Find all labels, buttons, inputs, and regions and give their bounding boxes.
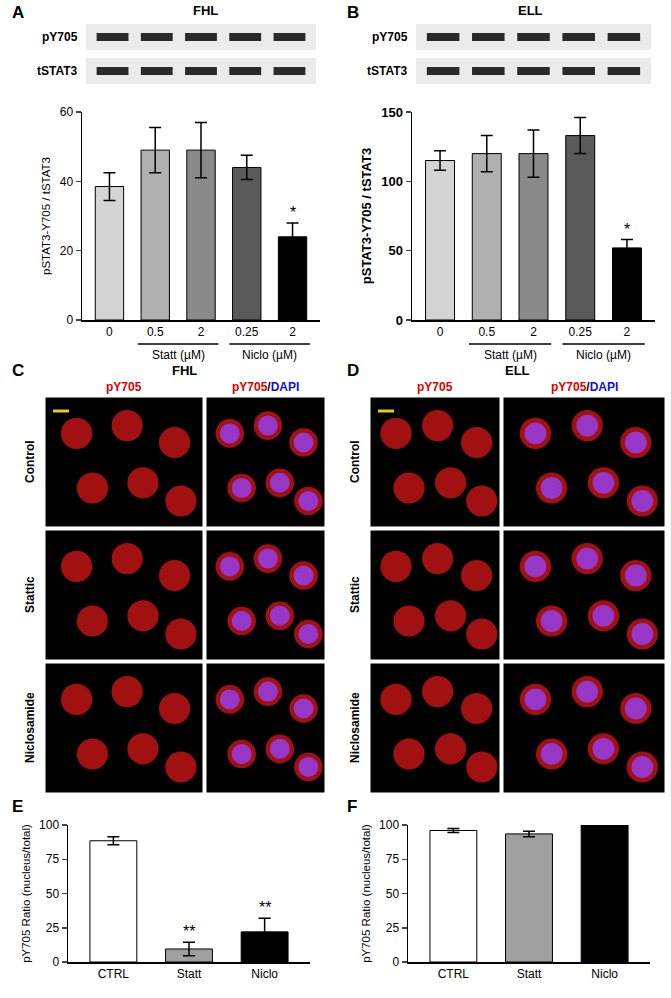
svg-text:Stattic: Stattic — [23, 576, 37, 613]
svg-text:2: 2 — [530, 325, 537, 339]
svg-text:CTRL: CTRL — [438, 967, 470, 981]
svg-text:Niclo (µM): Niclo (µM) — [576, 348, 631, 362]
svg-text:Statt (µM): Statt (µM) — [484, 348, 537, 362]
svg-text:ELL: ELL — [505, 363, 530, 378]
svg-text:40: 40 — [60, 175, 74, 189]
svg-text:*: * — [290, 204, 296, 221]
svg-text:pY705: pY705 — [372, 30, 408, 44]
svg-text:pY705 Ratio (nucleus/total): pY705 Ratio (nucleus/total) — [360, 824, 372, 963]
svg-text:50: 50 — [388, 243, 402, 258]
svg-text:0: 0 — [106, 325, 113, 339]
svg-text:FHL: FHL — [172, 363, 197, 378]
svg-text:0.25: 0.25 — [235, 325, 259, 339]
svg-text:Statt: Statt — [517, 967, 542, 981]
svg-text:0.5: 0.5 — [147, 325, 164, 339]
svg-text:50: 50 — [46, 887, 60, 901]
svg-text:100: 100 — [39, 818, 59, 832]
svg-text:20: 20 — [60, 244, 74, 258]
svg-text:B: B — [347, 3, 359, 22]
svg-text:Statt (µM): Statt (µM) — [152, 348, 205, 362]
svg-text:pY705: pY705 — [417, 380, 453, 394]
svg-text:A: A — [12, 3, 24, 22]
svg-text:FHL: FHL — [193, 3, 218, 18]
svg-text:0: 0 — [52, 955, 59, 969]
svg-text:100: 100 — [381, 174, 403, 189]
svg-text:2: 2 — [198, 325, 205, 339]
svg-text:C: C — [12, 361, 24, 380]
svg-text:Statt: Statt — [177, 967, 202, 981]
svg-text:100: 100 — [379, 818, 399, 832]
svg-text:25: 25 — [386, 921, 400, 935]
svg-text:*: * — [624, 221, 630, 238]
svg-text:**: ** — [183, 923, 195, 940]
svg-text:E: E — [12, 797, 23, 816]
svg-text:pSTAT3-Y705 / tSTAT3: pSTAT3-Y705 / tSTAT3 — [40, 157, 52, 275]
svg-text:Stattic: Stattic — [348, 576, 362, 613]
svg-text:Niclosamide: Niclosamide — [23, 692, 37, 763]
svg-text:75: 75 — [386, 852, 400, 866]
svg-text:0: 0 — [392, 955, 399, 969]
svg-text:Niclo: Niclo — [251, 967, 278, 981]
svg-text:0: 0 — [437, 325, 444, 339]
svg-text:0: 0 — [66, 313, 73, 327]
svg-text:25: 25 — [46, 921, 60, 935]
svg-text:2: 2 — [289, 325, 296, 339]
svg-text:D: D — [347, 361, 359, 380]
svg-text:Niclo: Niclo — [591, 967, 618, 981]
svg-text:pY705/DAPI: pY705/DAPI — [232, 380, 299, 394]
svg-text:0.5: 0.5 — [478, 325, 495, 339]
svg-text:pSTAT3-Y705 / tSTAT3: pSTAT3-Y705 / tSTAT3 — [359, 148, 374, 284]
svg-text:75: 75 — [46, 852, 60, 866]
svg-text:0: 0 — [396, 313, 403, 328]
svg-text:60: 60 — [60, 105, 74, 119]
svg-text:0.25: 0.25 — [569, 325, 593, 339]
svg-text:pY705: pY705 — [42, 30, 78, 44]
svg-text:pY705 Ratio (nucleus/total): pY705 Ratio (nucleus/total) — [20, 824, 32, 963]
svg-text:Control: Control — [23, 440, 37, 483]
svg-text:2: 2 — [624, 325, 631, 339]
svg-text:CTRL: CTRL — [98, 967, 130, 981]
svg-text:F: F — [347, 797, 357, 816]
svg-text:Niclosamide: Niclosamide — [348, 692, 362, 763]
svg-text:Niclo (µM): Niclo (µM) — [242, 348, 297, 362]
svg-text:tSTAT3: tSTAT3 — [37, 64, 78, 78]
svg-text:ELL: ELL — [518, 3, 543, 18]
svg-text:Control: Control — [348, 440, 362, 483]
svg-text:150: 150 — [381, 105, 403, 120]
svg-text:**: ** — [259, 899, 271, 916]
svg-text:pY705/DAPI: pY705/DAPI — [551, 380, 618, 394]
svg-text:pY705: pY705 — [106, 380, 142, 394]
svg-text:50: 50 — [386, 887, 400, 901]
svg-text:tSTAT3: tSTAT3 — [367, 64, 408, 78]
